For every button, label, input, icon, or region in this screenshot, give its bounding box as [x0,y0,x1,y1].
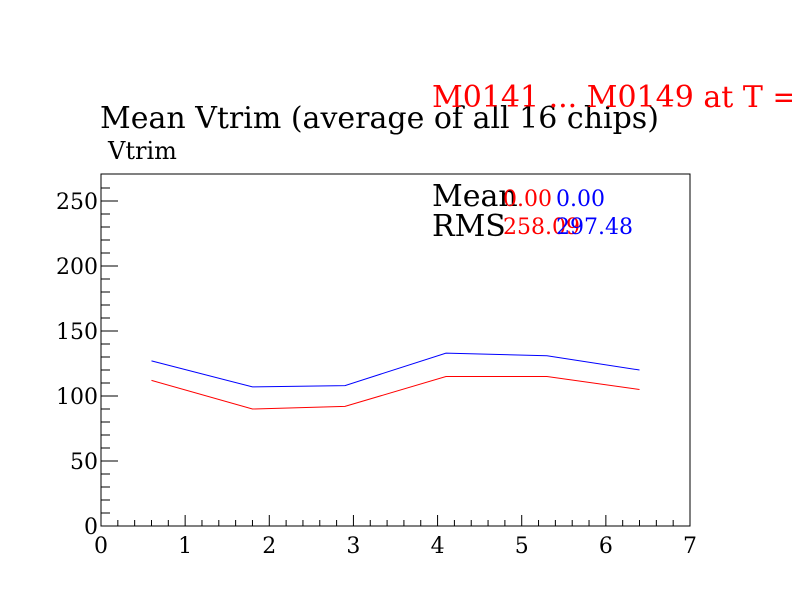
y-axis-label: Vtrim [107,137,177,165]
stats-mean-value-red: 0.00 [503,187,552,212]
x-tick-label: 6 [599,534,613,559]
x-tick-label: 1 [178,534,192,559]
chart-title: Mean Vtrim (average of all 16 chips) [100,101,659,136]
y-tick-label: 200 [56,255,98,280]
x-tick-label: 0 [94,534,108,559]
y-tick-label: 100 [56,385,98,410]
x-tick-label: 5 [515,534,529,559]
y-tick-label: 50 [70,450,98,475]
header-text: M0141 ... M0149 at T = [432,80,792,115]
stats-box: Mean RMS 0.00 0.00 258.09 297.48 [432,179,633,244]
series-group [151,352,640,410]
stats-rms-label: RMS [432,209,506,244]
x-tick-label: 7 [683,534,697,559]
stats-rms-value-blue: 297.48 [556,215,633,240]
stats-mean-label: Mean [432,179,518,214]
x-tick-label: 2 [262,534,276,559]
axes: 0 1 2 3 4 5 6 7 0 50 100 150 200 250 [56,187,697,559]
x-tick-label: 4 [431,534,445,559]
y-tick-label: 150 [56,320,98,345]
stats-mean-value-blue: 0.00 [556,187,605,212]
x-tick-label: 3 [346,534,360,559]
stats-rms-value-red: 258.09 [503,215,580,240]
series-line-red [151,376,640,410]
y-tick-label: 250 [56,190,98,215]
y-tick-label: 0 [84,515,98,540]
series-line-blue [151,352,640,388]
plot-frame [100,173,691,527]
